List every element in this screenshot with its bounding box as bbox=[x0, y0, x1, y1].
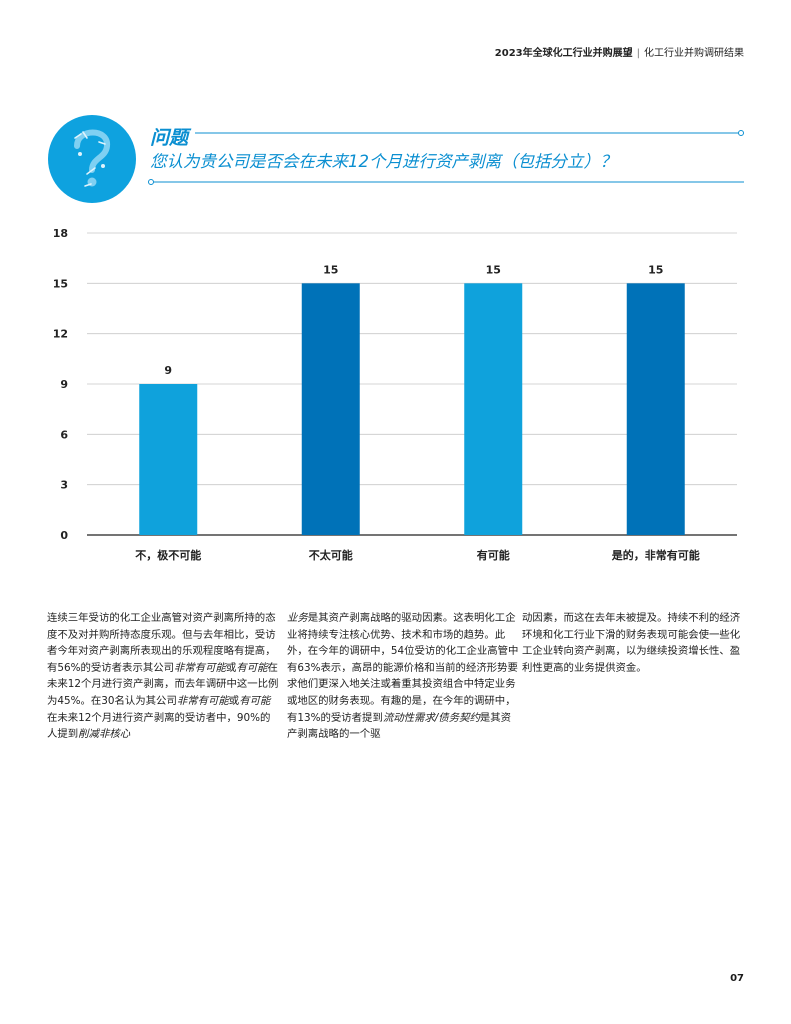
x-category-label: 不，极不可能 bbox=[135, 548, 201, 562]
data-label: 15 bbox=[323, 263, 338, 276]
page-number: 07 bbox=[730, 973, 744, 984]
data-label: 15 bbox=[486, 263, 501, 276]
y-tick-label: 12 bbox=[53, 328, 68, 341]
question-bottom-rule bbox=[148, 179, 744, 185]
emphasis-text: 业务 bbox=[287, 612, 308, 624]
report-section: 化工行业并购调研结果 bbox=[644, 48, 744, 59]
y-tick-label: 18 bbox=[53, 227, 68, 240]
y-tick-label: 9 bbox=[60, 378, 68, 391]
body-text: 或 bbox=[225, 661, 237, 674]
body-column-2: 业务是其资产剥离战略的驱动因素。这表明化工企业将持续专注核心优势、技术和市场的趋… bbox=[287, 610, 519, 743]
bar bbox=[301, 283, 360, 535]
body-text: 在未来12个月进行资产剥离的受访者中，90%的人提到 bbox=[47, 711, 271, 741]
body-text: 连续三年受访的化工企业高管对资产剥离所持的态度不及对并购所持态度乐观。但与去年相… bbox=[47, 612, 276, 674]
x-category-label: 是的，非常有可能 bbox=[611, 548, 700, 562]
emphasis-text: 有可能 bbox=[236, 661, 268, 674]
bar bbox=[464, 283, 523, 535]
x-category-label: 不太可能 bbox=[309, 548, 353, 562]
body-column-1: 连续三年受访的化工企业高管对资产剥离所持的态度不及对并购所持态度乐观。但与去年相… bbox=[47, 610, 279, 743]
y-tick-label: 15 bbox=[53, 277, 68, 290]
emphasis-text: 非常有可能 bbox=[176, 694, 229, 707]
question-mark-icon bbox=[48, 115, 136, 203]
x-category-label: 有可能 bbox=[477, 548, 510, 562]
body-text: 或 bbox=[228, 694, 240, 707]
y-tick-label: 6 bbox=[60, 428, 68, 441]
emphasis-text: 有可能 bbox=[239, 694, 271, 707]
question-label: 问题 bbox=[150, 127, 189, 149]
report-title: 2023年全球化工行业并购展望 bbox=[494, 48, 633, 59]
body-text: 动因素，而这在去年未被提及。持续不利的经济环境和化工行业下滑的财务表现可能会使一… bbox=[522, 612, 741, 674]
data-label: 15 bbox=[648, 263, 663, 276]
body-column-3: 动因素，而这在去年未被提及。持续不利的经济环境和化工行业下滑的财务表现可能会使一… bbox=[522, 610, 747, 676]
emphasis-text: 非常有可能 bbox=[174, 661, 226, 674]
bar bbox=[626, 283, 685, 535]
y-tick-label: 3 bbox=[60, 479, 68, 492]
body-text: 是其资产剥离战略的一个驱 bbox=[287, 711, 512, 741]
body-text: 是其资产剥离战略的驱动因素。这表明化工企业将持续专注核心优势、技术和市场的趋势。… bbox=[287, 612, 519, 724]
body-text: 在未来12个月进行资产剥离，而去年调研中这一比例为45%。在30名认为其公司 bbox=[47, 661, 279, 707]
emphasis-text: 削减非核心 bbox=[78, 728, 131, 741]
question-top-rule bbox=[195, 130, 744, 136]
header-separator: | bbox=[636, 48, 640, 59]
y-tick-label: 0 bbox=[60, 529, 68, 542]
data-label: 9 bbox=[164, 364, 172, 377]
emphasis-text: 流动性需求/债务契约 bbox=[382, 711, 480, 724]
running-header: 2023年全球化工行业并购展望 | 化工行业并购调研结果 bbox=[495, 44, 744, 59]
bar-chart: 0 3 6 9 12 15 18 9 不，极不可能 15 不太可能 15 有可能 15 是的，非常有可能 bbox=[53, 227, 737, 562]
bar bbox=[139, 384, 198, 535]
question-text: 您认为贵公司是否会在未来12个月进行资产剥离（包括分立）？ bbox=[150, 152, 617, 171]
